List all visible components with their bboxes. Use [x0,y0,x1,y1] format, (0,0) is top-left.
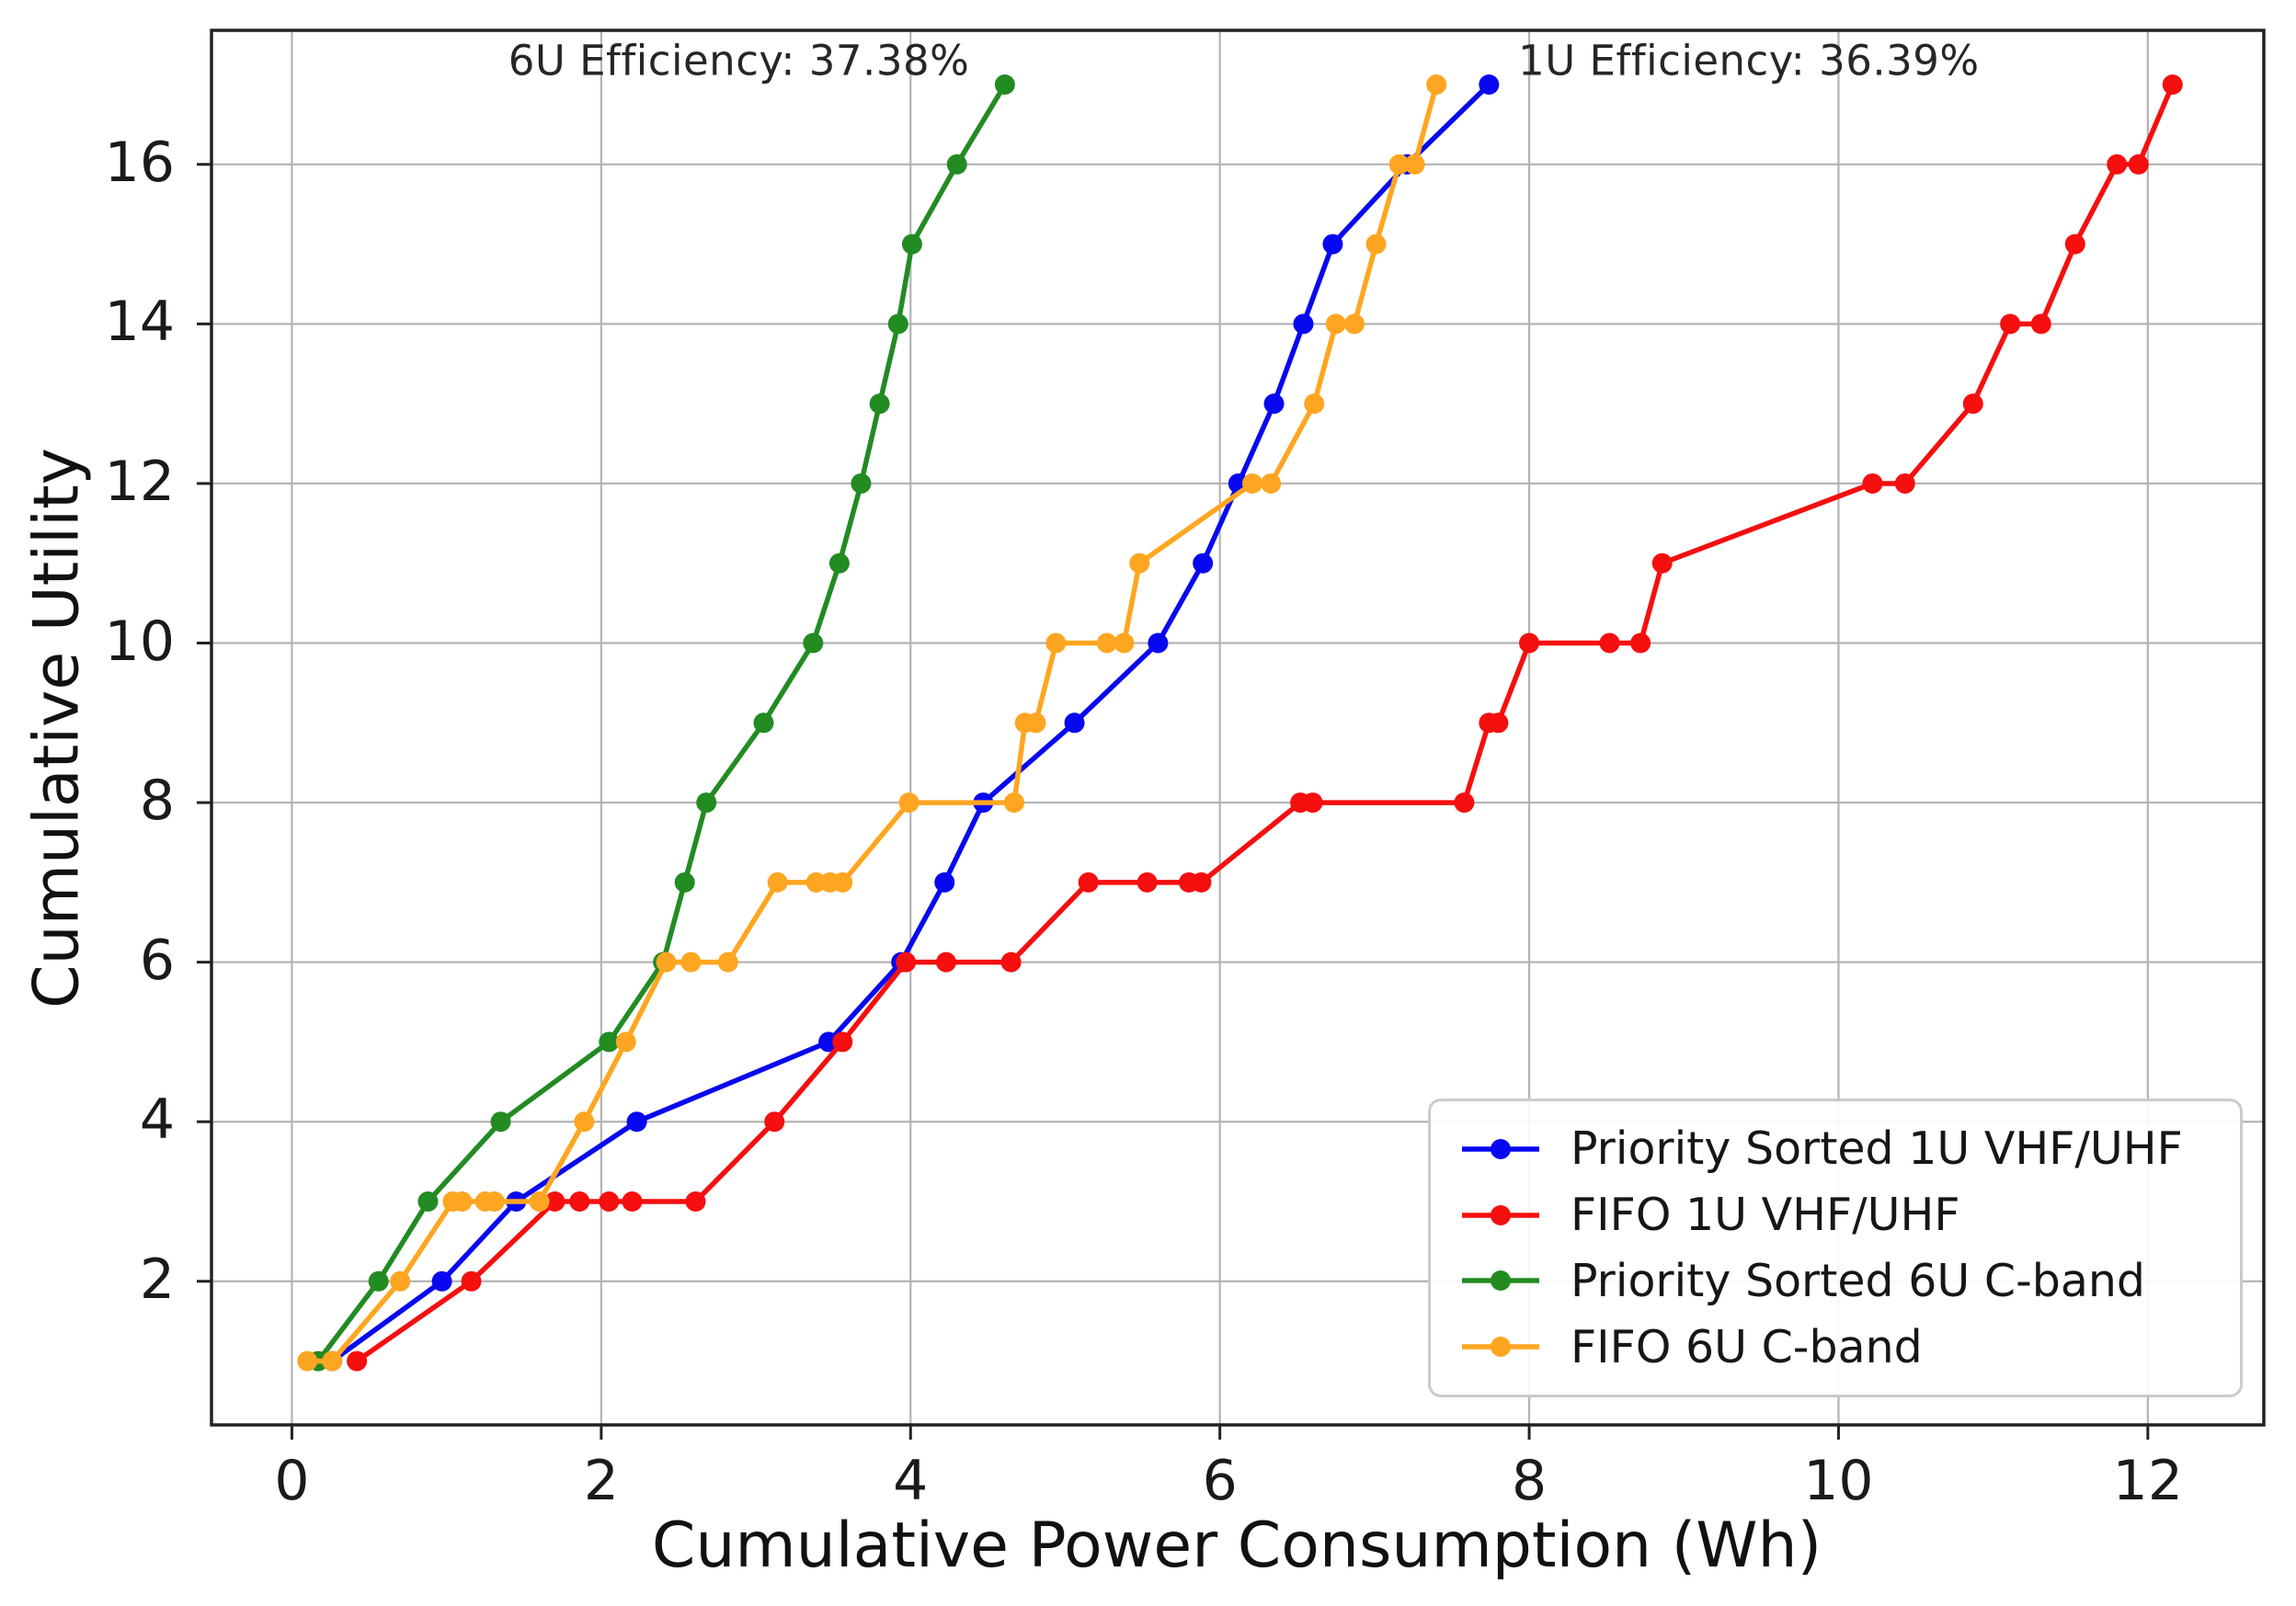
y-tick-label: 8 [139,769,175,834]
legend-item-label: Priority Sorted 6U C-band [1571,1254,2146,1307]
y-tick-label: 10 [104,609,175,674]
x-tick-label: 10 [1803,1449,1874,1513]
legend-item-label: FIFO 1U VHF/UHF [1571,1189,1960,1242]
x-tick-label: 6 [1202,1449,1238,1513]
x-tick-label: 8 [1511,1449,1548,1513]
legend: Priority Sorted 1U VHF/UHF FIFO 1U VHF/UH… [1428,1099,2243,1397]
x-tick-label: 0 [274,1449,310,1513]
x-tick-label: 4 [893,1449,929,1513]
y-tick-label: 6 [139,928,175,993]
y-tick-label: 12 [104,450,175,515]
x-tick-label: 12 [2112,1449,2184,1513]
x-axis-label: Cumulative Power Consumption (Wh) [651,1509,1822,1582]
legend-item-label: Priority Sorted 1U VHF/UHF [1571,1122,2183,1176]
y-tick-label: 16 [104,131,175,196]
legend-item: FIFO 6U C-band [1458,1321,2212,1373]
legend-item: FIFO 1U VHF/UHF [1458,1189,2212,1241]
y-tick-label: 2 [139,1247,175,1313]
y-tick-label: 14 [104,290,175,355]
y-axis-label: Cumulative Utility [20,448,94,1008]
legend-item-label: FIFO 6U C-band [1571,1320,1923,1373]
legend-swatch-icon [1462,1204,1539,1225]
legend-swatch-icon [1462,1138,1539,1159]
annotation-1u-efficiency: 1U Efficiency: 36.39% [1518,36,1980,85]
legend-item: Priority Sorted 1U VHF/UHF [1458,1122,2212,1175]
annotation-6u-efficiency: 6U Efficiency: 37.38% [508,36,970,85]
legend-swatch-icon [1462,1270,1539,1292]
y-tick-label: 4 [139,1088,175,1153]
x-tick-label: 2 [583,1449,619,1513]
legend-swatch-icon [1462,1337,1539,1358]
legend-item: Priority Sorted 6U C-band [1458,1255,2212,1307]
